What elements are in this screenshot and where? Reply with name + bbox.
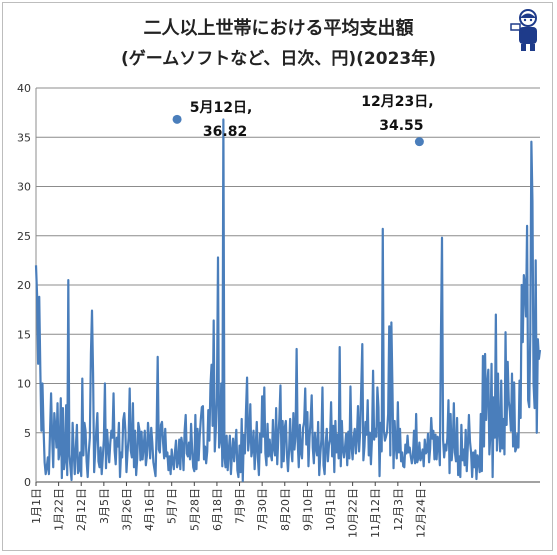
- x-tick-label: 12月3日: [392, 488, 405, 531]
- peak-marker: [414, 137, 424, 147]
- x-tick-label: 5月7日: [166, 488, 179, 524]
- y-tick-label: 10: [17, 378, 31, 391]
- x-tick-label: 5月28日: [188, 488, 201, 531]
- mascot-logo-icon: [510, 9, 537, 51]
- x-tick-label: 2月12日: [75, 488, 88, 531]
- x-tick-label: 1月22日: [53, 488, 66, 531]
- y-tick-label: 40: [17, 82, 31, 95]
- y-tick-label: 25: [17, 230, 31, 243]
- annotation-value: 34.55: [379, 118, 423, 134]
- x-tick-label: 4月16日: [143, 488, 156, 531]
- series-line: [34, 118, 542, 483]
- grid-lines: [36, 87, 540, 483]
- x-tick-label: 3月26日: [120, 488, 133, 531]
- y-axis: 0 5 10 15 20 25 30 35 40: [17, 82, 37, 489]
- chart-subtitle: (ゲームソフトなど、日次、円)(2023年): [120, 49, 437, 69]
- x-axis: 1月1日 1月22日 2月12日 3月5日 3月26日 4月16日 5月7日 5月28日 6月1…: [30, 482, 427, 538]
- x-tick-label: 10月22日: [347, 488, 360, 538]
- x-tick-label: 8月20日: [279, 488, 292, 531]
- x-tick-label: 11月12日: [369, 488, 382, 538]
- y-tick-label: 20: [17, 279, 31, 292]
- y-tick-label: 35: [17, 131, 31, 144]
- x-tick-label: 9月10日: [301, 488, 314, 531]
- x-tick-label: 10月1日: [324, 488, 337, 531]
- y-tick-label: 30: [17, 181, 31, 194]
- x-tick-label: 3月5日: [98, 488, 111, 524]
- y-tick-label: 15: [17, 328, 31, 341]
- chart-title: 二人以上世帯における平均支出額: [143, 18, 414, 39]
- x-tick-label: 12月24日: [414, 488, 427, 538]
- y-tick-label: 0: [24, 476, 31, 489]
- series-line-path: [34, 118, 542, 483]
- x-tick-label: 1月1日: [30, 488, 43, 524]
- x-tick-label: 7月30日: [256, 488, 269, 531]
- y-tick-label: 5: [24, 427, 31, 440]
- annotation-value: 36.82: [203, 124, 247, 140]
- peak-marker: [172, 114, 182, 124]
- annotations: 5月12日, 36.82 12月23日, 34.55: [172, 94, 434, 147]
- annotation-date: 12月23日,: [361, 94, 433, 110]
- x-tick-label: 6月18日: [211, 488, 224, 531]
- x-tick-label: 7月9日: [234, 488, 247, 524]
- annotation-date: 5月12日,: [190, 100, 253, 116]
